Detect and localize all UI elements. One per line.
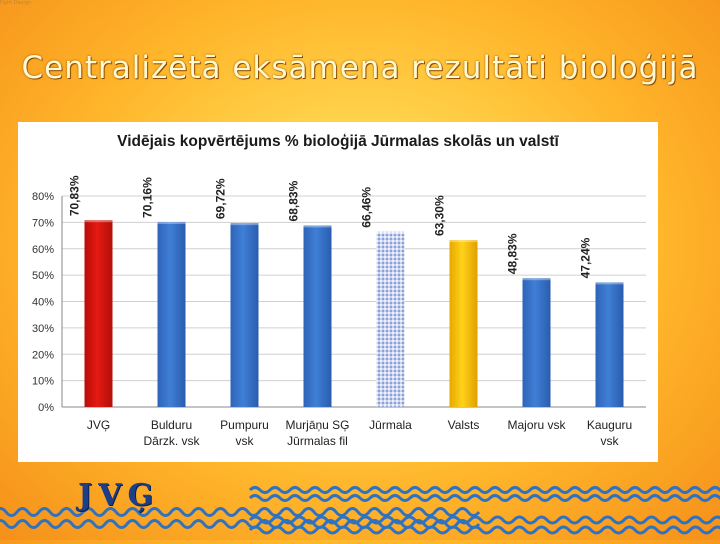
data-label: 48,83%	[506, 233, 520, 274]
y-tick-label: 10%	[32, 376, 54, 388]
data-label: 63,30%	[433, 195, 447, 236]
y-tick-label: 30%	[32, 323, 54, 335]
category-label: JVĢ	[87, 418, 110, 432]
bar-chart: Vidējais kopvērtējums % bioloģijā Jūrmal…	[32, 133, 646, 448]
y-tick-label: 40%	[32, 297, 54, 309]
bar	[449, 240, 478, 407]
bar-highlight	[376, 231, 405, 234]
category-label: Murjāņu SĢ Jūrmalas fil	[285, 418, 349, 448]
wave-line	[0, 507, 481, 517]
school-logo: JVĢ	[78, 478, 160, 513]
wave-line	[248, 486, 720, 494]
chart-area: Vidējais kopvērtējums % bioloģijā Jūrmal…	[18, 122, 658, 462]
category-label: Majoru vsk	[507, 418, 566, 432]
category-label: Pumpuru vsk	[220, 418, 269, 448]
data-label: 66,46%	[360, 187, 374, 228]
bar	[303, 225, 332, 407]
category-label: Kauguru vsk	[587, 418, 632, 448]
bar	[595, 282, 624, 407]
bar-highlight	[303, 225, 332, 228]
bar-highlight	[230, 223, 259, 226]
wave-line	[0, 519, 481, 529]
wave-decoration	[0, 486, 720, 535]
bar-highlight	[595, 282, 624, 285]
category-label: Bulduru Dārzk. vsk	[143, 418, 200, 448]
y-tick-label: 20%	[32, 349, 54, 361]
footer	[0, 470, 720, 540]
chart-title: Vidējais kopvērtējums % bioloģijā Jūrmal…	[117, 133, 559, 150]
wave-line	[248, 525, 720, 535]
data-label: 70,83%	[68, 175, 82, 216]
category-label: Jūrmala	[369, 418, 412, 432]
y-tick-label: 80%	[32, 191, 54, 203]
bar	[230, 223, 259, 407]
wave-line	[248, 515, 720, 525]
brand-text: Fight Design	[0, 0, 32, 6]
bar-highlight	[157, 221, 186, 224]
bar-highlight	[522, 278, 551, 281]
y-tick-label: 60%	[32, 244, 54, 256]
bar-highlight	[84, 220, 113, 223]
y-tick-label: 70%	[32, 217, 54, 229]
data-label: 68,83%	[287, 180, 301, 221]
category-label: Valsts	[448, 418, 480, 432]
wave-line	[248, 494, 720, 502]
bar-highlight	[449, 240, 478, 243]
data-label: 47,24%	[579, 237, 593, 278]
y-tick-label: 50%	[32, 270, 54, 282]
bar	[376, 231, 405, 407]
data-label: 70,16%	[141, 177, 155, 218]
slide-title: Centralizētā eksāmena rezultāti bioloģij…	[21, 50, 699, 86]
data-label: 69,72%	[214, 178, 228, 219]
bar	[157, 221, 186, 407]
y-tick-label: 0%	[38, 402, 54, 414]
bar	[84, 220, 113, 407]
bar	[522, 278, 551, 407]
